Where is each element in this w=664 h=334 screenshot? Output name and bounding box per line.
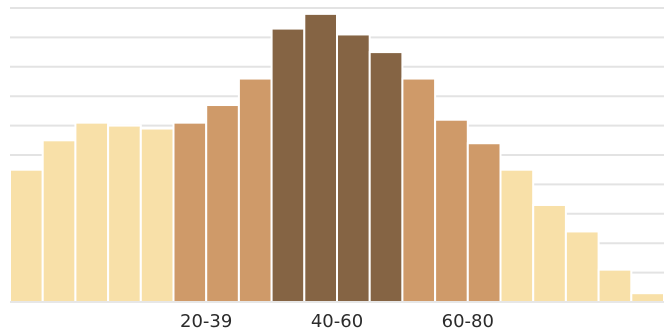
tick-label-20-39: 20-39 [180, 311, 232, 332]
bar [466, 142, 502, 303]
bar [107, 124, 142, 303]
x-tick-labels: 20-39 40-60 60-80 [180, 311, 494, 332]
bar [74, 121, 110, 303]
tick-label-40-60: 40-60 [311, 311, 363, 332]
bar [270, 27, 306, 304]
bar [139, 127, 175, 303]
bar [532, 203, 567, 303]
bar [401, 77, 437, 303]
bar [597, 268, 633, 304]
bar [368, 51, 404, 303]
bar [630, 292, 664, 303]
tick-label-60-80: 60-80 [442, 311, 494, 332]
bar [434, 118, 469, 303]
bar [205, 104, 240, 303]
bars [9, 12, 664, 304]
bar [41, 139, 77, 303]
bar [564, 230, 600, 303]
bar [237, 77, 273, 303]
bar [9, 168, 44, 303]
bar [336, 33, 371, 304]
bar [172, 121, 208, 303]
bar [499, 168, 535, 303]
bar [303, 12, 338, 303]
